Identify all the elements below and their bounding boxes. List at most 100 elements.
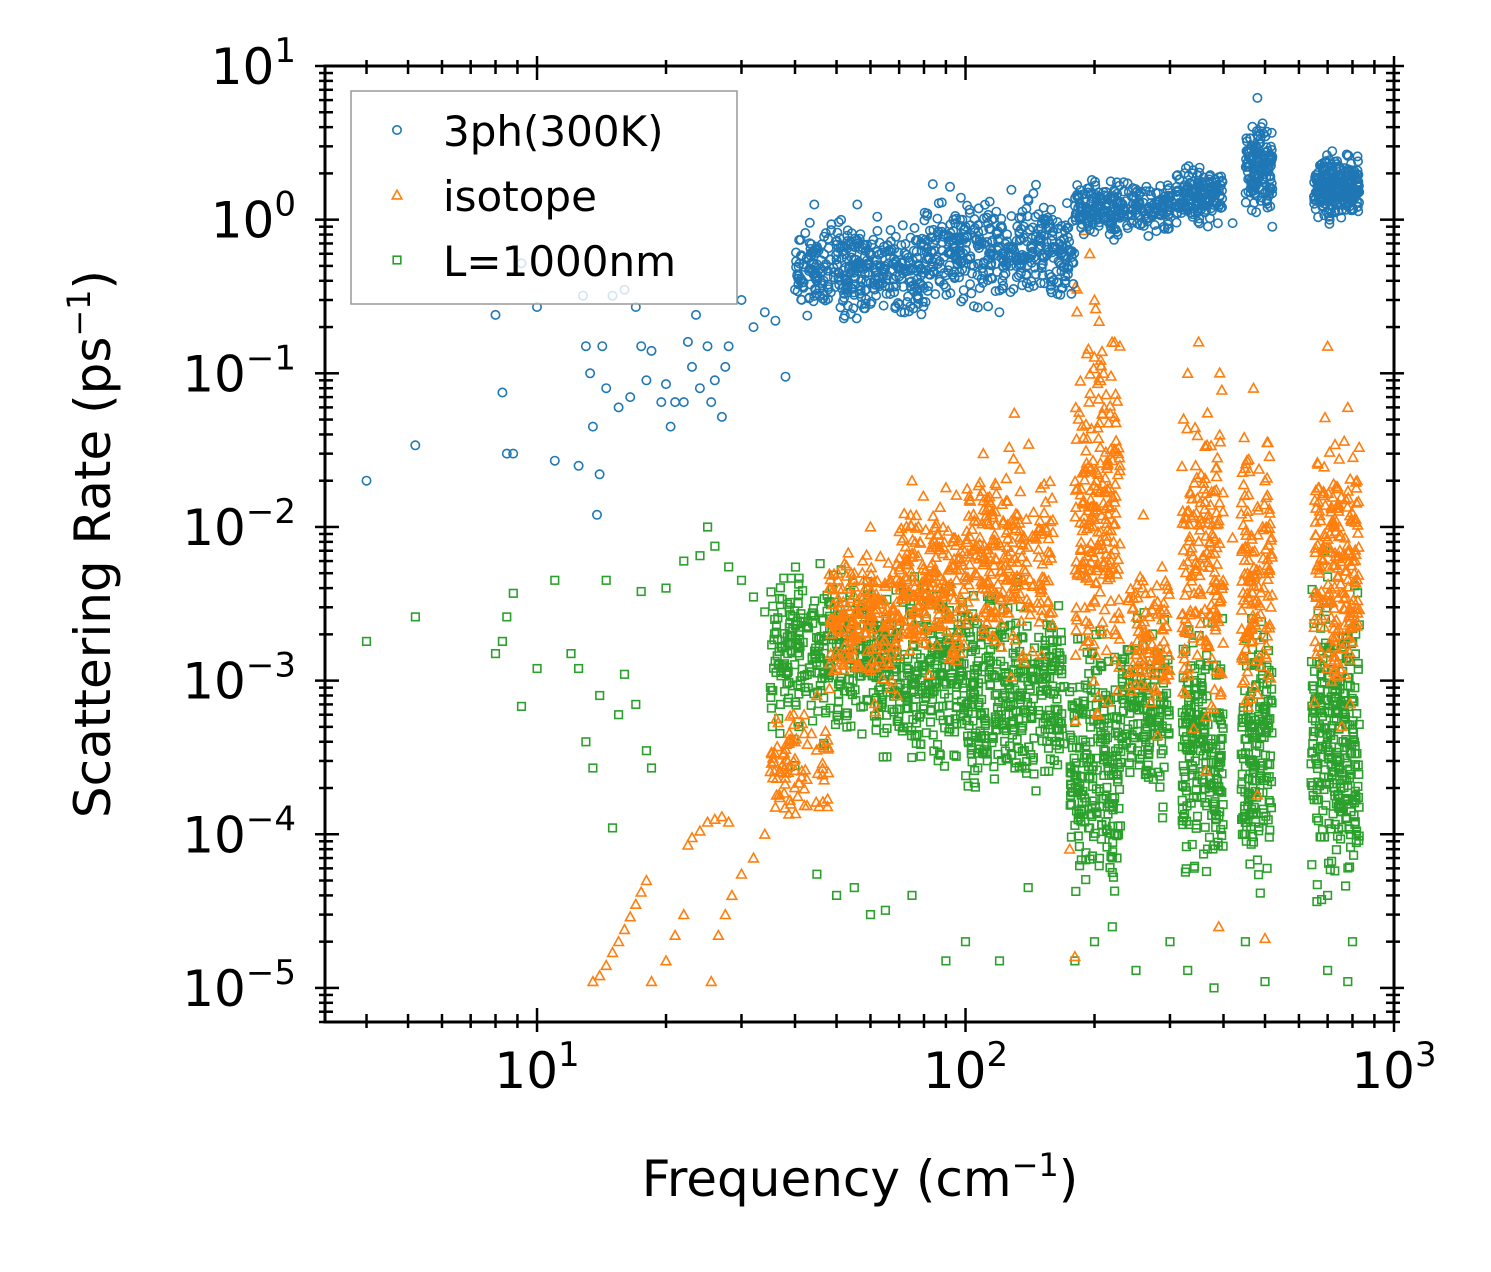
point-isotope [1111, 394, 1124, 406]
point-isotope [1335, 719, 1349, 732]
point-3ph-300k- [872, 211, 883, 222]
point-isotope [930, 517, 943, 529]
point-isotope [1074, 488, 1087, 500]
point-l-1000nm [1001, 725, 1012, 736]
point-isotope [1017, 573, 1030, 586]
point-l-1000nm [819, 636, 829, 646]
point-isotope [947, 531, 960, 543]
point-isotope [1254, 659, 1268, 672]
point-l-1000nm [1307, 747, 1318, 757]
point-3ph-300k- [1030, 269, 1041, 280]
point-isotope [1239, 642, 1252, 654]
point-l-1000nm [907, 890, 917, 900]
point-isotope [988, 528, 1001, 540]
point-l-1000nm [1108, 837, 1118, 847]
point-isotope [1309, 545, 1322, 558]
point-l-1000nm [803, 623, 814, 633]
point-l-1000nm [1080, 737, 1091, 747]
point-isotope [1089, 463, 1102, 475]
point-isotope [840, 569, 853, 581]
point-isotope [810, 689, 824, 701]
point-3ph-300k- [905, 232, 916, 243]
point-l-1000nm [1155, 771, 1165, 781]
point-l-1000nm [1075, 781, 1085, 791]
point-isotope [1335, 490, 1348, 502]
point-isotope [916, 558, 929, 570]
point-l-1000nm [957, 678, 967, 688]
point-isotope [922, 570, 935, 582]
point-isotope [801, 737, 814, 750]
point-3ph-300k- [860, 298, 871, 309]
point-isotope [838, 606, 851, 618]
point-isotope [1078, 601, 1092, 613]
point-isotope [1265, 531, 1278, 543]
point-isotope [747, 851, 760, 863]
point-isotope [1325, 500, 1338, 512]
point-l-1000nm [1114, 784, 1125, 794]
point-l-1000nm [1080, 817, 1090, 827]
point-isotope [1339, 590, 1352, 603]
point-isotope [943, 652, 956, 664]
point-l-1000nm [1107, 867, 1117, 878]
point-isotope [1352, 495, 1365, 507]
point-l-1000nm [783, 693, 794, 703]
point-l-1000nm [1208, 799, 1218, 809]
point-l-1000nm [794, 573, 804, 583]
point-isotope [1339, 493, 1353, 505]
point-l-1000nm [961, 771, 971, 781]
point-l-1000nm [1008, 725, 1018, 735]
point-l-1000nm [619, 669, 630, 679]
point-isotope [1139, 680, 1153, 692]
point-isotope [980, 616, 993, 628]
point-isotope [685, 831, 699, 843]
point-isotope [1311, 538, 1324, 550]
point-isotope [864, 568, 878, 580]
point-l-1000nm [1192, 811, 1203, 821]
point-isotope [1338, 668, 1352, 680]
point-isotope [954, 601, 968, 613]
point-isotope [788, 735, 802, 747]
point-isotope [1109, 416, 1123, 428]
point-isotope [668, 928, 682, 941]
point-l-1000nm [1215, 715, 1225, 725]
point-isotope [990, 553, 1003, 565]
point-3ph-300k- [988, 213, 999, 224]
point-isotope [1213, 666, 1226, 678]
point-3ph-300k- [1043, 244, 1054, 255]
point-l-1000nm [1088, 773, 1098, 783]
point-l-1000nm [1324, 818, 1334, 829]
point-isotope [1092, 431, 1105, 444]
point-isotope [947, 552, 961, 564]
point-l-1000nm [1155, 782, 1165, 792]
point-isotope [1263, 517, 1277, 529]
point-isotope [1133, 643, 1147, 655]
point-isotope [1259, 520, 1273, 532]
point-l-1000nm [1309, 684, 1319, 694]
point-isotope [989, 518, 1002, 530]
point-l-1000nm [1217, 733, 1227, 744]
point-3ph-300k- [832, 247, 843, 258]
point-isotope [1321, 339, 1334, 351]
point-3ph-300k- [1008, 283, 1019, 294]
point-isotope [781, 755, 794, 767]
point-isotope [907, 604, 920, 616]
point-isotope [1341, 500, 1354, 512]
point-isotope [1074, 542, 1088, 554]
point-isotope [1102, 695, 1115, 707]
point-3ph-300k- [930, 235, 941, 246]
point-l-1000nm [1178, 726, 1188, 737]
point-isotope [995, 604, 1009, 616]
point-isotope [1021, 540, 1035, 552]
point-isotope [826, 583, 840, 595]
point-isotope [881, 602, 894, 614]
point-isotope [1100, 561, 1113, 573]
point-3ph-300k- [875, 261, 886, 272]
point-l-1000nm [1252, 738, 1262, 748]
point-l-1000nm [601, 575, 611, 585]
point-l-1000nm [1075, 771, 1086, 781]
point-l-1000nm [1248, 829, 1258, 839]
point-isotope [1214, 435, 1227, 447]
point-isotope [987, 558, 1001, 571]
point-3ph-300k- [1052, 217, 1063, 228]
point-3ph-300k- [1068, 278, 1079, 289]
